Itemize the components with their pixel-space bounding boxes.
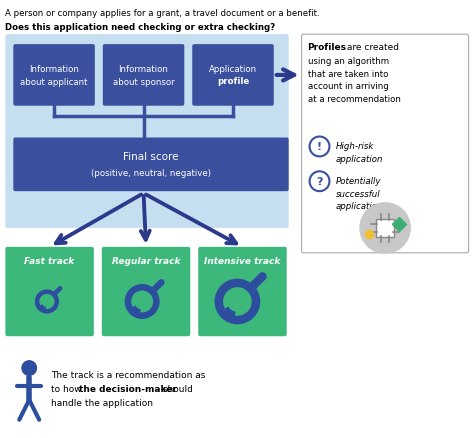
Text: the decision-maker: the decision-maker <box>79 384 177 393</box>
Text: Does this application need checking or extra checking?: Does this application need checking or e… <box>5 23 275 32</box>
FancyBboxPatch shape <box>198 247 287 336</box>
Text: Application: Application <box>209 65 257 74</box>
Text: Intensive track: Intensive track <box>204 257 281 265</box>
Text: to how: to how <box>51 384 84 393</box>
Circle shape <box>310 137 329 157</box>
Text: Final score: Final score <box>123 152 179 162</box>
Text: ?: ? <box>316 177 323 187</box>
Text: !: ! <box>317 142 322 152</box>
FancyBboxPatch shape <box>13 138 289 192</box>
Text: using an algorithm
that are taken into
account in arriving
at a recommendation: using an algorithm that are taken into a… <box>308 57 401 103</box>
FancyBboxPatch shape <box>102 247 190 336</box>
Circle shape <box>310 172 329 192</box>
Text: profile: profile <box>217 77 249 86</box>
Text: Profiles: Profiles <box>308 43 346 52</box>
Text: are created: are created <box>345 43 400 52</box>
FancyBboxPatch shape <box>376 219 394 237</box>
Text: Potentially
successful
application: Potentially successful application <box>336 177 383 211</box>
FancyBboxPatch shape <box>5 247 94 336</box>
Text: Regular track: Regular track <box>112 257 180 265</box>
Text: The track is a recommendation as: The track is a recommendation as <box>51 370 205 379</box>
FancyBboxPatch shape <box>13 45 95 106</box>
Text: (positive, neutral, negative): (positive, neutral, negative) <box>91 168 211 177</box>
Circle shape <box>21 360 37 376</box>
FancyBboxPatch shape <box>5 35 289 229</box>
Text: Fast track: Fast track <box>25 257 75 265</box>
Text: handle the application: handle the application <box>51 398 153 407</box>
Text: should: should <box>161 384 193 393</box>
Text: A person or company applies for a grant, a travel document or a benefit.: A person or company applies for a grant,… <box>5 9 320 18</box>
Text: Information
about applicant: Information about applicant <box>20 65 88 86</box>
FancyBboxPatch shape <box>192 45 274 106</box>
Text: High-risk
application: High-risk application <box>336 142 383 164</box>
Circle shape <box>359 203 411 254</box>
Text: Information
about sponsor: Information about sponsor <box>113 65 174 86</box>
FancyBboxPatch shape <box>301 35 469 253</box>
FancyBboxPatch shape <box>103 45 184 106</box>
